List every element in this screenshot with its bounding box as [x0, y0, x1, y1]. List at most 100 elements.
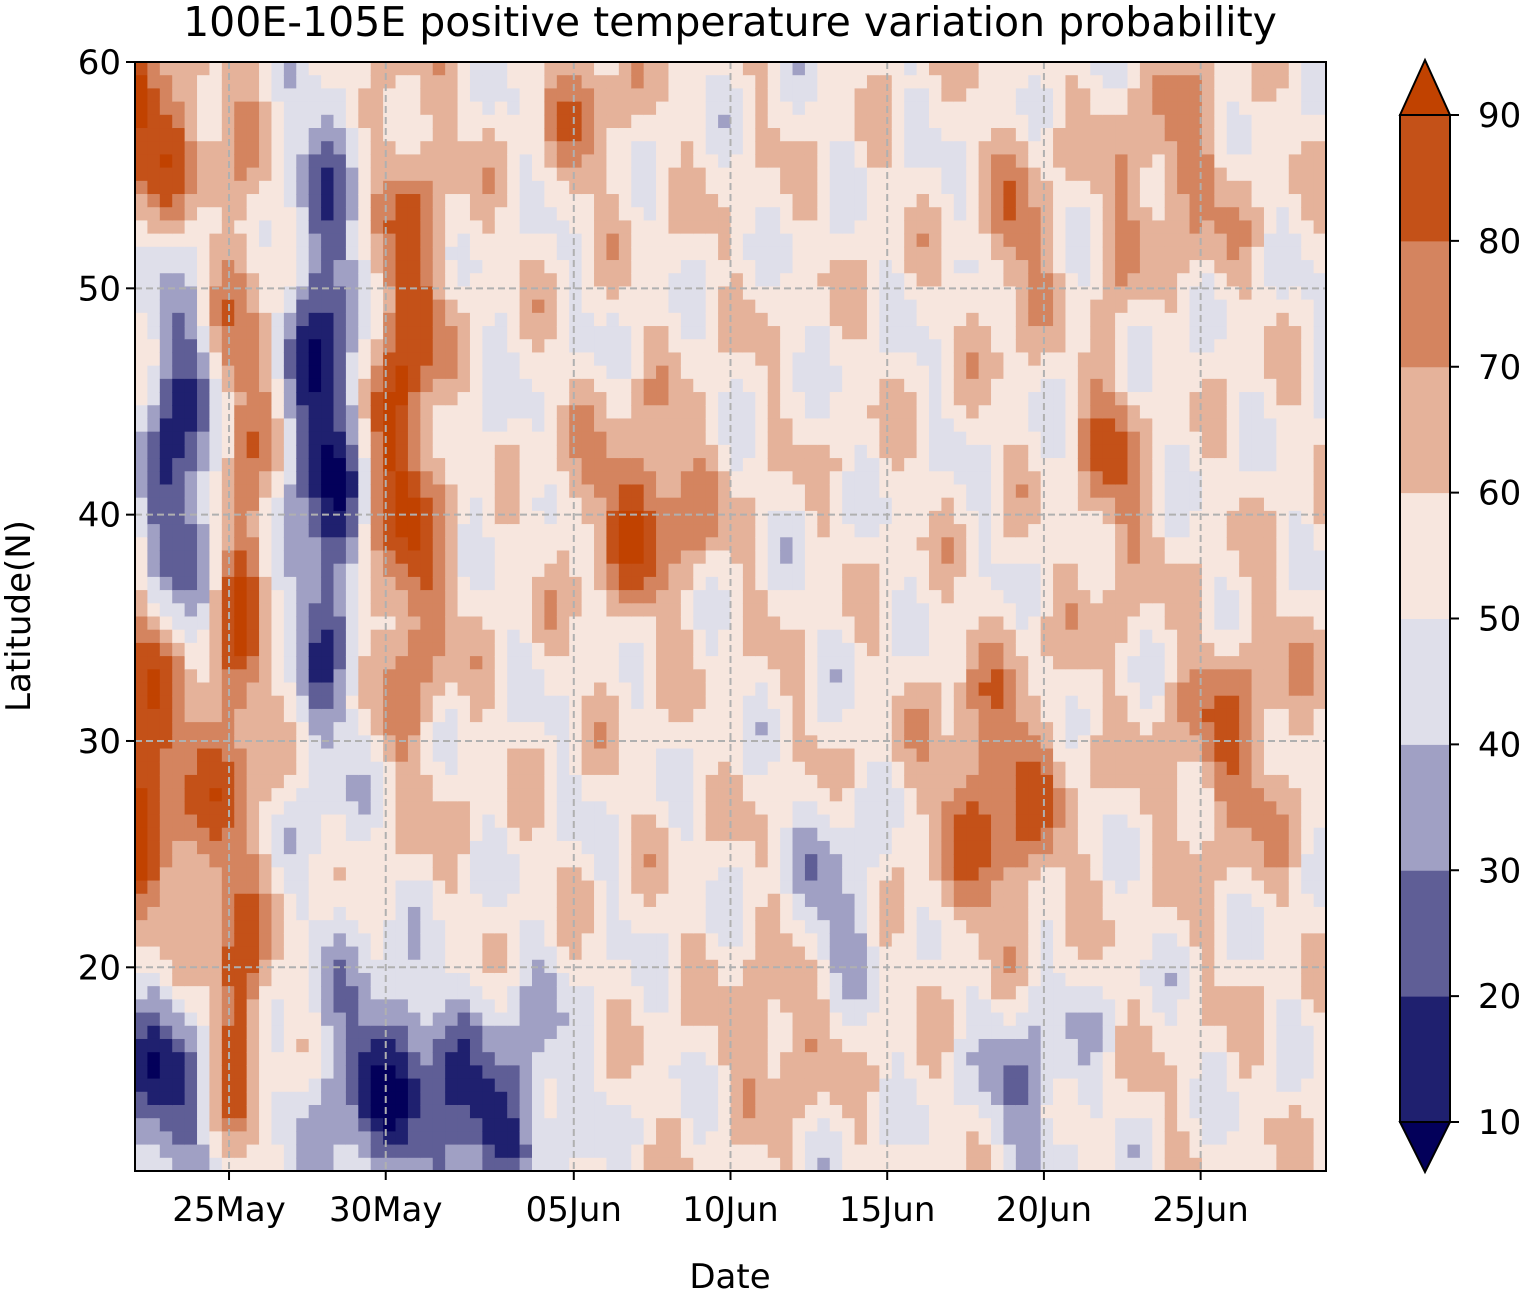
contour-cell	[606, 669, 620, 684]
contour-cell	[680, 101, 694, 116]
contour-cell	[718, 524, 732, 538]
contour-cell	[532, 220, 546, 235]
contour-cell	[457, 801, 471, 816]
contour-cell	[631, 616, 645, 631]
contour-cell	[631, 62, 645, 76]
contour-cell	[432, 669, 446, 684]
contour-cell	[333, 326, 347, 340]
contour-cell	[482, 75, 496, 90]
contour-cell	[283, 906, 297, 921]
contour-cell	[184, 814, 198, 829]
contour-cell	[221, 603, 235, 618]
contour-cell	[296, 801, 310, 816]
contour-cell	[755, 972, 769, 987]
contour-cell	[693, 1038, 707, 1053]
contour-cell	[532, 352, 546, 367]
contour-cell	[197, 814, 211, 829]
contour-cell	[730, 484, 744, 499]
contour-cell	[618, 999, 632, 1014]
contour-cell	[854, 708, 868, 723]
contour-cell	[693, 788, 707, 802]
contour-cell	[829, 471, 843, 486]
contour-cell	[457, 880, 471, 895]
contour-cell	[569, 695, 583, 710]
contour-cell	[172, 62, 186, 76]
contour-cell	[271, 880, 285, 895]
contour-cell	[594, 378, 608, 393]
contour-cell	[742, 748, 756, 763]
contour-cell	[321, 114, 335, 129]
contour-cell	[842, 748, 856, 763]
contour-cell	[407, 273, 421, 288]
contour-cell	[792, 906, 806, 921]
contour-cell	[705, 339, 719, 354]
contour-cell	[321, 326, 335, 340]
contour-cell	[370, 1118, 384, 1132]
contour-cell	[271, 167, 285, 182]
contour-cell	[693, 180, 707, 195]
contour-cell	[532, 154, 546, 169]
contour-cell	[259, 405, 273, 420]
contour-cell	[345, 1118, 359, 1132]
contour-cell	[730, 62, 744, 76]
contour-cell	[544, 444, 558, 459]
contour-cell	[569, 576, 583, 591]
contour-cell	[159, 458, 173, 472]
contour-cell	[482, 114, 496, 129]
contour-cell	[159, 933, 173, 948]
contour-cell	[581, 524, 595, 538]
contour-cell	[656, 801, 670, 816]
contour-cell	[594, 141, 608, 156]
contour-cell	[631, 392, 645, 406]
contour-cell	[618, 1025, 632, 1040]
contour-cell	[780, 392, 794, 406]
contour-cell	[792, 1091, 806, 1106]
contour-cell	[581, 471, 595, 486]
contour-cell	[829, 312, 843, 327]
contour-cell	[271, 339, 285, 354]
contour-cell	[804, 920, 818, 934]
contour-cell	[147, 576, 161, 591]
contour-cell	[407, 1131, 421, 1146]
contour-cell	[780, 497, 794, 512]
contour-cell	[159, 537, 173, 552]
contour-cell	[234, 378, 248, 393]
contour-cell	[544, 761, 558, 776]
contour-cell	[345, 180, 359, 195]
contour-cell	[606, 708, 620, 723]
contour-cell	[618, 62, 632, 76]
contour-cell	[829, 167, 843, 182]
contour-cell	[656, 972, 670, 987]
contour-cell	[705, 669, 719, 684]
contour-cell	[370, 1012, 384, 1027]
contour-cell	[755, 273, 769, 288]
contour-cell	[767, 339, 781, 354]
contour-cell	[370, 524, 384, 538]
contour-cell	[730, 405, 744, 420]
contour-cell	[370, 893, 384, 908]
contour-cell	[321, 1104, 335, 1119]
contour-cell	[420, 629, 434, 644]
contour-cell	[271, 62, 285, 76]
contour-cell	[345, 88, 359, 103]
contour-cell	[656, 761, 670, 776]
contour-cell	[432, 946, 446, 961]
contour-cell	[792, 524, 806, 538]
contour-cell	[643, 220, 657, 235]
contour-cell	[742, 880, 756, 895]
contour-cell	[135, 299, 149, 314]
contour-cell	[172, 405, 186, 420]
contour-cell	[184, 260, 198, 274]
contour-cell	[618, 458, 632, 472]
contour-cell	[147, 669, 161, 684]
contour-cell	[842, 550, 856, 565]
contour-cell	[197, 603, 211, 618]
contour-cell	[594, 999, 608, 1014]
contour-cell	[842, 260, 856, 274]
contour-cell	[532, 735, 546, 750]
contour-cell	[296, 392, 310, 406]
contour-cell	[705, 365, 719, 380]
contour-cell	[432, 840, 446, 855]
contour-cell	[197, 629, 211, 644]
contour-cell	[780, 761, 794, 776]
